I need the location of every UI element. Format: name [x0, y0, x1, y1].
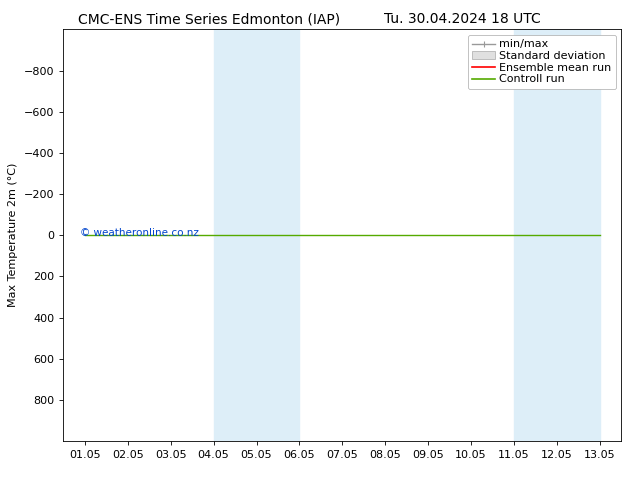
Bar	[214, 29, 299, 441]
Y-axis label: Max Temperature 2m (°C): Max Temperature 2m (°C)	[8, 163, 18, 307]
Legend: min/max, Standard deviation, Ensemble mean run, Controll run: min/max, Standard deviation, Ensemble me…	[468, 35, 616, 89]
Text: © weatheronline.co.nz: © weatheronline.co.nz	[80, 228, 199, 238]
Text: Tu. 30.04.2024 18 UTC: Tu. 30.04.2024 18 UTC	[384, 12, 541, 26]
Text: CMC-ENS Time Series Edmonton (IAP): CMC-ENS Time Series Edmonton (IAP)	[78, 12, 340, 26]
Bar	[514, 29, 600, 441]
